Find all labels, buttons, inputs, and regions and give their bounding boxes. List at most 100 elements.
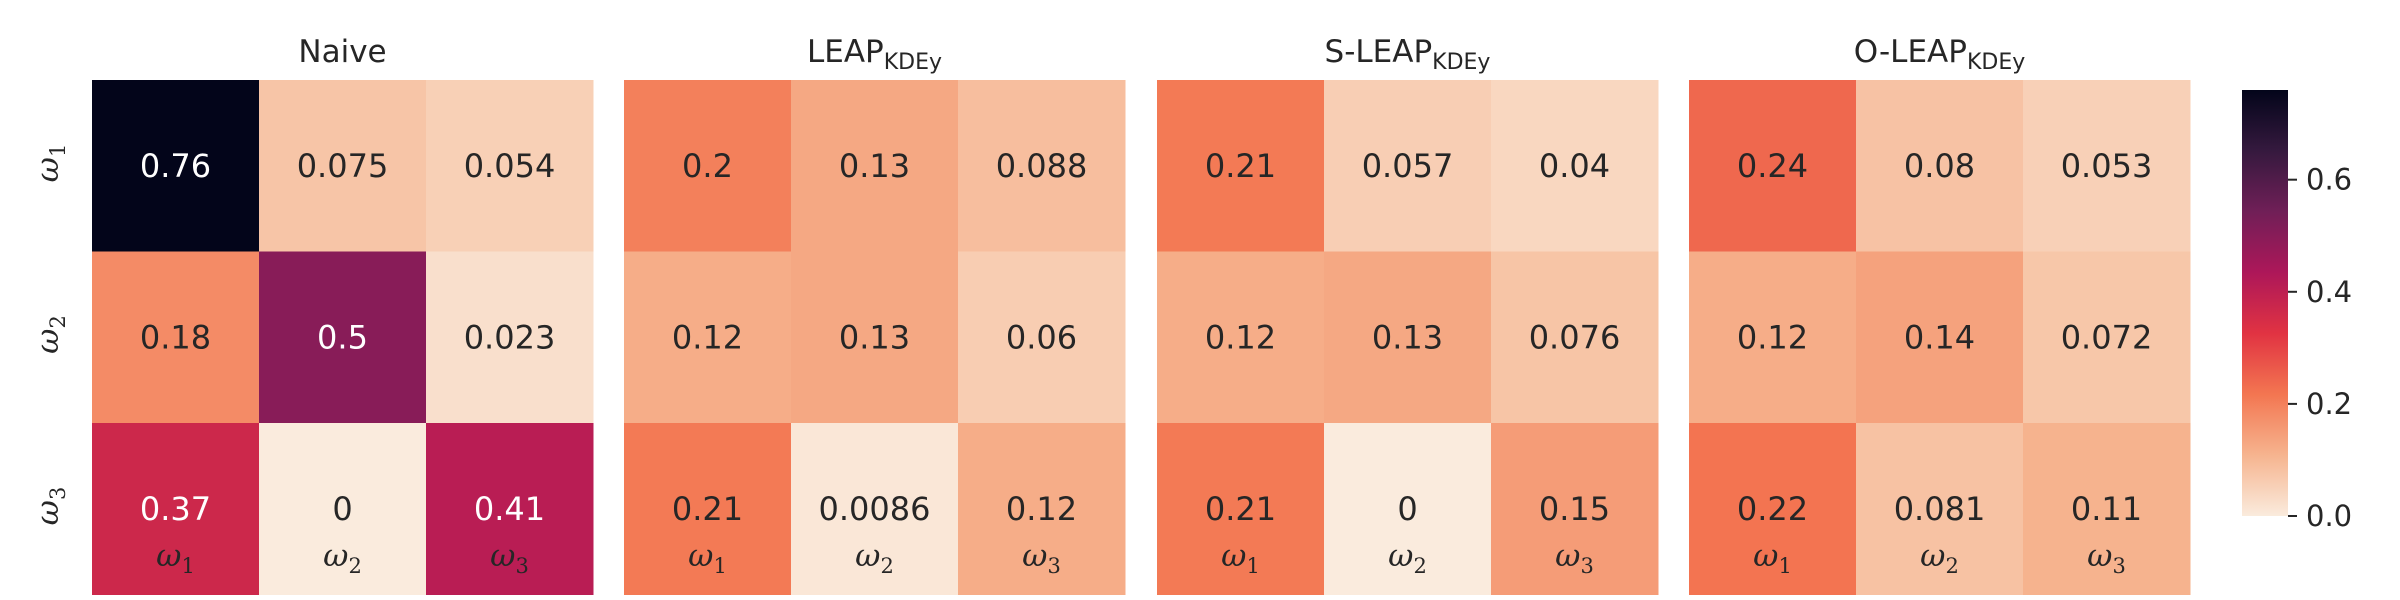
heatmap-cell — [624, 251, 792, 424]
heatmap-cell — [1856, 80, 2024, 252]
heatmap-cell — [1689, 251, 1857, 424]
cell-value-label: 0.057 — [1362, 147, 1454, 185]
heatmap-cell — [2023, 251, 2191, 424]
x-tick-label: ω2 — [1920, 538, 1959, 578]
heatmap-cell — [1491, 423, 1659, 595]
heatmap-cell — [259, 251, 427, 424]
cell-value-label: 0.12 — [1006, 490, 1077, 528]
heatmap-cell — [791, 251, 959, 424]
colorbar-tick-label: 0.6 — [2306, 163, 2352, 197]
heatmap-cell — [624, 80, 792, 252]
panel-title: S-LEAPKDEy — [1325, 34, 1491, 75]
x-tick-label: ω1 — [1753, 538, 1792, 578]
heatmap-cell — [1856, 423, 2024, 595]
heatmap-cell — [2023, 423, 2191, 595]
heatmap-cell — [426, 251, 594, 424]
cell-value-label: 0.41 — [474, 490, 545, 528]
panel-title: Naive — [298, 34, 386, 70]
heatmap-panel-4: O-LEAPKDEy 0.24 0.08 0.053 0.12 0.14 0.072 0.22… — [1689, 34, 2191, 595]
cell-value-label: 0.076 — [1529, 319, 1621, 357]
cell-value-label: 0.075 — [297, 147, 389, 185]
heatmap-cell — [1157, 251, 1325, 424]
cell-value-label: 0.12 — [1205, 319, 1276, 357]
x-tick-label: ω2 — [1388, 538, 1427, 578]
cell-value-label: 0.088 — [996, 147, 1088, 185]
heatmap-panels: Naive 0.76 0.075 0.054 0.18 0.5 0.023 0.37 0 0.41… — [30, 34, 2191, 595]
heatmap-cell — [259, 80, 427, 252]
heatmap-cell — [1689, 80, 1857, 252]
heatmap-cell — [1324, 80, 1492, 252]
cell-value-label: 0.023 — [464, 319, 556, 357]
cell-value-label: 0.37 — [140, 490, 211, 528]
cell-value-label: 0.14 — [1904, 319, 1975, 357]
heatmap-cell — [958, 423, 1126, 595]
cell-value-label: 0.06 — [1006, 319, 1077, 357]
cell-value-label: 0.12 — [1737, 319, 1808, 357]
x-tick-label: ω1 — [156, 538, 195, 578]
heatmap-cell — [426, 423, 594, 595]
cell-value-label: 0.13 — [839, 147, 910, 185]
x-tick-label: ω1 — [1221, 538, 1260, 578]
cell-value-label: 0.053 — [2061, 147, 2153, 185]
colorbar-tick-label: 0.0 — [2306, 499, 2352, 533]
cell-value-label: 0.21 — [1205, 490, 1276, 528]
cell-value-label: 0.21 — [672, 490, 743, 528]
heatmap-cell — [1324, 423, 1492, 595]
cell-value-label: 0 — [332, 490, 352, 528]
panel-title: LEAPKDEy — [807, 34, 942, 75]
cell-value-label: 0.072 — [2061, 319, 2153, 357]
heatmap-cell — [1157, 80, 1325, 252]
cell-value-label: 0.13 — [1372, 319, 1443, 357]
cell-value-label: 0.24 — [1737, 147, 1808, 185]
colorbar-gradient — [2242, 90, 2288, 516]
cell-value-label: 0.081 — [1894, 490, 1986, 528]
cell-value-label: 0.2 — [682, 147, 733, 185]
x-tick-label: ω2 — [855, 538, 894, 578]
cell-value-label: 0 — [1397, 490, 1417, 528]
cell-value-label: 0.21 — [1205, 147, 1276, 185]
heatmap-cell — [1856, 251, 2024, 424]
heatmap-cell — [259, 423, 427, 595]
panel-title: O-LEAPKDEy — [1854, 34, 2026, 75]
heatmap-cell — [92, 80, 260, 252]
heatmap-cell — [791, 80, 959, 252]
cell-value-label: 0.12 — [672, 319, 743, 357]
heatmap-cell — [1491, 80, 1659, 252]
cell-value-label: 0.76 — [140, 147, 211, 185]
cell-value-label: 0.22 — [1737, 490, 1808, 528]
x-tick-label: ω1 — [688, 538, 727, 578]
cell-value-label: 0.04 — [1539, 147, 1610, 185]
cell-value-label: 0.13 — [839, 319, 910, 357]
heatmap-cell — [1157, 423, 1325, 595]
heatmap-cell — [791, 423, 959, 595]
cell-value-label: 0.5 — [317, 319, 368, 357]
cell-value-label: 0.08 — [1904, 147, 1975, 185]
heatmap-cell — [92, 423, 260, 595]
x-tick-label: ω3 — [1022, 538, 1061, 578]
x-tick-label: ω3 — [2087, 538, 2126, 578]
x-tick-label: ω3 — [1555, 538, 1594, 578]
heatmap-cell — [958, 251, 1126, 424]
heatmap-cell — [624, 423, 792, 595]
colorbar-tick-label: 0.4 — [2306, 275, 2352, 309]
y-tick-label: ω2 — [30, 315, 70, 354]
cell-value-label: 0.054 — [464, 147, 556, 185]
cell-value-label: 0.11 — [2071, 490, 2142, 528]
cell-value-label: 0.15 — [1539, 490, 1610, 528]
heatmap-cell — [426, 80, 594, 252]
colorbar-tick-label: 0.2 — [2306, 387, 2352, 421]
y-tick-label: ω3 — [30, 487, 70, 526]
y-tick-label: ω1 — [30, 144, 70, 183]
cell-value-label: 0.18 — [140, 319, 211, 357]
heatmap-cell — [2023, 80, 2191, 252]
heatmap-panel-2: LEAPKDEy 0.2 0.13 0.088 0.12 0.13 0.06 0.21 0.00… — [624, 34, 1126, 595]
colorbar: 0.0 0.2 0.4 0.6 — [2242, 90, 2352, 533]
heatmap-cell — [92, 251, 260, 424]
heatmap-cell — [958, 80, 1126, 252]
x-tick-label: ω2 — [323, 538, 362, 578]
heatmap-panel-1: Naive 0.76 0.075 0.054 0.18 0.5 0.023 0.37 0 0.41… — [30, 34, 594, 595]
cell-value-label: 0.0086 — [819, 490, 931, 528]
x-tick-label: ω3 — [490, 538, 529, 578]
heatmap-panel-3: S-LEAPKDEy 0.21 0.057 0.04 0.12 0.13 0.076 0.21… — [1157, 34, 1659, 595]
